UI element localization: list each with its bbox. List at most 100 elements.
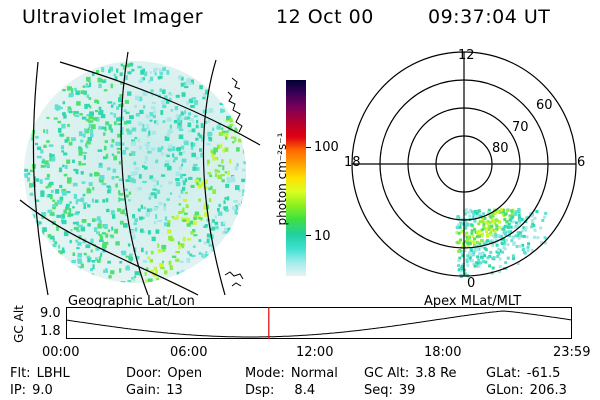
emission-pixel [160, 110, 164, 115]
emission-pixel [81, 116, 87, 120]
emission-pixel [80, 171, 84, 175]
aurora-pixel [500, 242, 504, 245]
info-door: Door: Open [126, 366, 203, 381]
emission-pixel [134, 271, 140, 275]
emission-pixel [78, 146, 82, 150]
aurora-pixel [472, 262, 476, 266]
emission-pixel [118, 161, 121, 165]
emission-pixel [110, 128, 113, 133]
emission-pixel [181, 92, 186, 97]
emission-pixel [200, 152, 203, 158]
emission-pixel [235, 185, 240, 191]
aurora-pixel [514, 221, 518, 225]
aurora-pixel [507, 230, 511, 234]
aurora-pixel [469, 248, 473, 252]
emission-pixel [82, 151, 88, 154]
aurora-pixel [473, 264, 477, 268]
aurora-pixel [456, 215, 460, 218]
aurora-pixel [520, 229, 524, 233]
emission-pixel [86, 94, 90, 98]
emission-pixel [236, 163, 239, 167]
emission-pixel [119, 261, 123, 264]
emission-pixel [90, 124, 96, 129]
emission-pixel [98, 234, 102, 236]
emission-pixel [147, 230, 151, 235]
emission-pixel [171, 255, 177, 258]
emission-pixel [161, 244, 167, 250]
emission-pixel [197, 214, 201, 219]
aurora-pixel [509, 225, 513, 229]
emission-pixel [203, 179, 208, 184]
emission-pixel [162, 104, 167, 109]
emission-pixel [87, 137, 92, 141]
emission-pixel [148, 197, 152, 200]
aurora-pixel [470, 251, 474, 255]
emission-pixel [103, 156, 107, 160]
emission-pixel [131, 141, 136, 146]
aurora-pixel [463, 272, 467, 276]
emission-pixel [149, 71, 152, 74]
emission-pixel [169, 98, 172, 101]
apex-label: Apex MLat/MLT [424, 294, 522, 309]
emission-pixel [195, 124, 199, 129]
emission-pixel [208, 187, 212, 191]
emission-pixel [193, 245, 196, 248]
emission-pixel [234, 166, 238, 171]
aurora-pixel [506, 243, 510, 247]
emission-pixel [86, 145, 89, 149]
emission-pixel [197, 132, 201, 137]
emission-pixel [48, 193, 53, 198]
aurora-pixel [510, 239, 514, 243]
aurora-pixel [518, 219, 522, 223]
emission-pixel [224, 132, 229, 137]
aurora-pixel [468, 214, 472, 218]
colorbar [286, 80, 306, 276]
emission-pixel [115, 183, 118, 188]
emission-pixel [91, 72, 95, 77]
emission-pixel [110, 210, 115, 215]
emission-pixel [232, 206, 237, 210]
emission-pixel [102, 243, 107, 249]
aurora-pixel [471, 235, 475, 239]
emission-pixel [172, 153, 175, 158]
emission-pixel [182, 173, 187, 177]
emission-pixel [169, 265, 172, 268]
emission-pixel [116, 147, 122, 150]
info-dsp: Dsp: 8.4 [245, 383, 316, 398]
aurora-pixel [482, 259, 485, 263]
emission-pixel [125, 194, 129, 198]
emission-pixel [146, 208, 151, 212]
aurora-pixel [493, 232, 497, 236]
emission-pixel [163, 206, 166, 212]
colorbar-tick-10: 10 [314, 229, 331, 244]
aurora-pixel [520, 217, 524, 221]
emission-pixel [49, 154, 55, 159]
emission-pixel [77, 258, 82, 262]
emission-pixel [33, 176, 36, 180]
emission-pixel [180, 82, 184, 87]
aurora-pixel [512, 242, 516, 246]
emission-pixel [211, 219, 215, 223]
emission-pixel [145, 127, 150, 130]
emission-pixel [169, 130, 174, 133]
emission-pixel [77, 261, 83, 264]
emission-pixel [143, 206, 146, 210]
aurora-pixel [485, 234, 489, 238]
emission-pixel [178, 134, 184, 139]
aurora-pixel [522, 234, 526, 238]
emission-pixel [185, 81, 189, 84]
aurora-pixel [490, 228, 493, 232]
emission-pixel [125, 147, 129, 150]
emission-pixel [166, 117, 172, 122]
emission-pixel [166, 70, 170, 75]
emission-pixel [95, 247, 100, 251]
emission-pixel [68, 141, 73, 146]
aurora-pixel [498, 257, 502, 261]
emission-pixel [168, 181, 173, 185]
instrument-title: Ultraviolet Imager [22, 6, 204, 28]
aurora-pixel [460, 265, 464, 268]
emission-pixel [75, 211, 80, 214]
aurora-pixel [520, 234, 524, 238]
emission-pixel [85, 83, 89, 88]
aurora-pixel [473, 219, 477, 223]
